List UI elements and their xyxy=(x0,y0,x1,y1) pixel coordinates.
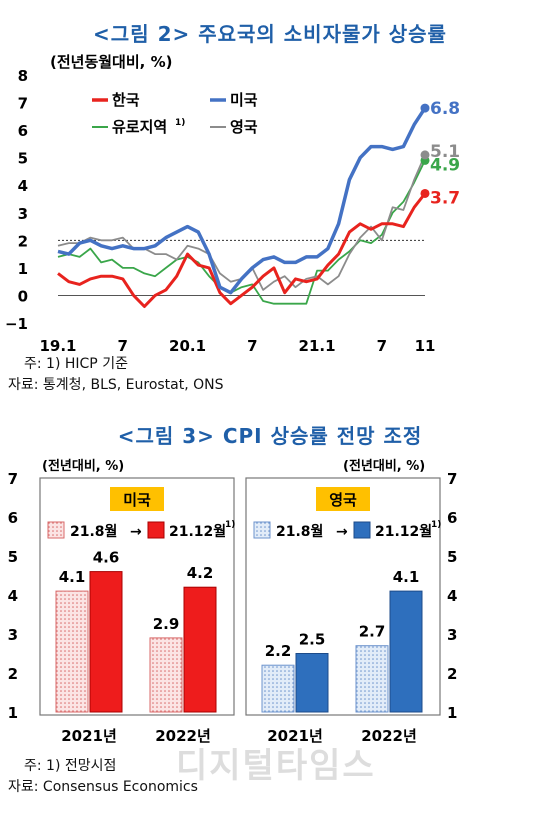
y-tick-label: 4 xyxy=(8,587,18,605)
legend-label-after: 21.12월 xyxy=(375,523,432,540)
x-tick-label: 20.1 xyxy=(169,337,206,355)
x-tick-label: 7 xyxy=(247,337,257,355)
y-tick-label: 1 xyxy=(8,704,18,722)
figure-2-title: <그림 2> 주요국의 소비자물가 상승률 xyxy=(93,22,447,46)
y-tick-label: 3 xyxy=(8,626,18,644)
y-tick-label: 0 xyxy=(18,287,28,305)
panel-title-box xyxy=(316,487,370,511)
y-tick-label: 6 xyxy=(8,509,18,527)
bar-charts: (전년대비, %) (전년대비, %) 7 6 5 4 3 2 1 미국 21.8월 → 21.12… xyxy=(8,458,458,745)
bar-value-label: 2.5 xyxy=(299,631,326,649)
y-tick-label: −1 xyxy=(5,315,28,333)
category-label: 2021년 xyxy=(61,727,117,745)
legend-swatch-after xyxy=(353,521,371,539)
right-unit-label: (전년대비, %) xyxy=(343,458,425,474)
figure-3-footnote: 주: 1) 전망시점 xyxy=(24,758,117,774)
y-tick-label: 2 xyxy=(18,232,28,250)
legend-label-before: 21.8월 xyxy=(276,523,323,540)
category-label: 2022년 xyxy=(361,727,417,745)
bar-value-label: 2.2 xyxy=(265,642,292,660)
bar-2021년-21.8월 xyxy=(261,664,295,713)
panel-title: 미국 xyxy=(123,491,151,509)
bar-2022년-21.12월 xyxy=(183,586,217,713)
figure-3-source: 자료: Consensus Economics xyxy=(8,779,198,795)
x-tick-label: 11 xyxy=(415,337,436,355)
end-marker-usa xyxy=(420,103,430,113)
y-tick-label: 7 xyxy=(18,95,28,113)
y-tick-label: 3 xyxy=(18,205,28,223)
watermark: 디지털타임스 xyxy=(176,746,376,786)
series-line-euro xyxy=(57,160,426,305)
end-label-usa: 6.8 xyxy=(430,99,460,119)
bar-value-label: 4.1 xyxy=(59,568,86,586)
legend-arrow: → xyxy=(336,524,348,540)
bar-2021년-21.8월 xyxy=(55,590,89,713)
y-tick-label: 8 xyxy=(18,67,28,85)
legend-arrow: → xyxy=(130,524,142,540)
bar-2022년-21.12월 xyxy=(389,590,423,713)
y-axis-unit: (전년동월대비, %) xyxy=(50,53,172,71)
category-label: 2021년 xyxy=(267,727,323,745)
y-tick-label: 4 xyxy=(447,587,457,605)
y-tick-label: 2 xyxy=(447,665,457,683)
line-chart: (전년동월대비, %) 8 7 6 5 4 3 2 1 0 −1 19.1 7 20.1 7 21.1 7 1… xyxy=(5,53,460,355)
end-marker-korea xyxy=(420,188,430,198)
legend-label-before: 21.8월 xyxy=(70,523,117,540)
bar-value-label: 2.9 xyxy=(153,615,180,633)
y-tick-label: 4 xyxy=(18,177,28,195)
bar-2021년-21.12월 xyxy=(89,571,123,713)
y-tick-label: 5 xyxy=(8,548,18,566)
panel-title-box xyxy=(110,487,164,511)
end-label-euro: 4.9 xyxy=(430,155,460,175)
bar-2022년-21.8월 xyxy=(355,645,389,713)
figure-3-title: <그림 3> CPI 상승률 전망 조정 xyxy=(117,424,423,448)
x-tick-label: 7 xyxy=(377,337,387,355)
x-tick-label: 21.1 xyxy=(299,337,336,355)
figure-2-footnote: 주: 1) HICP 기준 xyxy=(24,356,128,372)
x-tick-label: 7 xyxy=(118,337,128,355)
bar-2022년-21.8월 xyxy=(149,637,183,713)
y-tick-label: 5 xyxy=(18,150,28,168)
y-tick-label: 3 xyxy=(447,626,457,644)
y-tick-label: 1 xyxy=(18,260,28,278)
y-tick-label: 1 xyxy=(447,704,457,722)
legend-sup-euro: 1) xyxy=(175,118,185,128)
category-label: 2022년 xyxy=(155,727,211,745)
legend-swatch-after xyxy=(147,521,165,539)
figure-2-source: 자료: 통계청, BLS, Eurostat, ONS xyxy=(8,377,224,393)
legend-swatch-before xyxy=(47,521,65,539)
series-line-korea xyxy=(57,192,427,308)
panel-title: 영국 xyxy=(329,491,357,509)
legend-label-usa: 미국 xyxy=(230,91,258,109)
legend-sup: 1) xyxy=(431,520,441,530)
legend-label-euro: 유로지역 xyxy=(112,118,167,136)
legend-label-korea: 한국 xyxy=(112,91,140,109)
y-tick-label: 7 xyxy=(447,470,457,488)
x-tick-label: 19.1 xyxy=(39,337,76,355)
legend-swatch-before xyxy=(253,521,271,539)
y-tick-label: 6 xyxy=(447,509,457,527)
end-label-korea: 3.7 xyxy=(430,188,460,208)
bar-2021년-21.12월 xyxy=(295,653,329,713)
left-unit-label: (전년대비, %) xyxy=(42,458,124,474)
legend-sup: 1) xyxy=(225,520,235,530)
end-label-uk: 5.1 xyxy=(430,142,460,162)
legend-label-uk: 영국 xyxy=(230,118,258,136)
bar-value-label: 4.2 xyxy=(187,564,214,582)
bar-value-label: 4.6 xyxy=(93,549,120,567)
bar-value-label: 2.7 xyxy=(359,623,386,641)
y-tick-label: 5 xyxy=(447,548,457,566)
series-line-usa xyxy=(57,107,427,295)
y-tick-label: 6 xyxy=(18,122,28,140)
legend-label-after: 21.12월 xyxy=(169,523,226,540)
end-marker-uk xyxy=(420,150,430,160)
series-line-uk xyxy=(57,154,426,291)
y-tick-label: 7 xyxy=(8,470,18,488)
bar-value-label: 4.1 xyxy=(393,568,420,586)
y-tick-label: 2 xyxy=(8,665,18,683)
